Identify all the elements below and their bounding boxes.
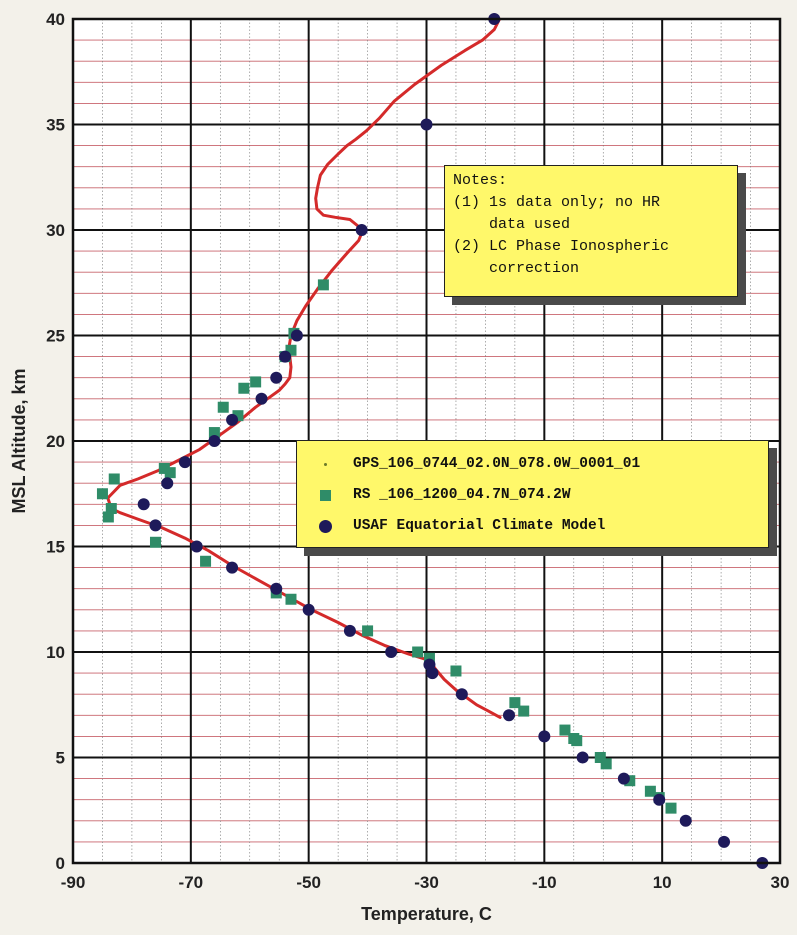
data-point-usaf — [455, 688, 468, 701]
x-tick-label: 10 — [653, 873, 672, 892]
data-point-rs — [238, 382, 250, 394]
x-tick-label: -50 — [296, 873, 321, 892]
data-point-usaf — [226, 561, 239, 574]
data-point-usaf — [279, 350, 292, 363]
data-point-usaf — [343, 624, 356, 637]
notes-line-3: (2) LC Phase Ionospheric — [453, 238, 670, 255]
data-point-usaf — [420, 118, 433, 131]
data-point-rs — [250, 376, 262, 388]
legend: GPS_106_0744_02.0N_078.0W_0001_01 RS _10… — [296, 440, 769, 548]
data-point-rs — [217, 401, 229, 413]
data-point-usaf — [679, 814, 692, 827]
data-point-usaf — [617, 772, 630, 785]
data-point-rs — [285, 593, 297, 605]
legend-item-rs: RS _106_1200_04.7N_074.2W — [297, 483, 571, 507]
data-point-usaf — [538, 730, 551, 743]
data-point-rs — [450, 665, 462, 677]
data-point-usaf — [385, 646, 398, 658]
data-point-usaf — [149, 519, 162, 532]
y-tick-label: 10 — [46, 643, 65, 662]
data-point-usaf — [161, 477, 174, 490]
x-tick-label: -90 — [61, 873, 86, 892]
data-point-rs — [158, 462, 170, 474]
data-point-usaf — [208, 435, 221, 447]
data-point-usaf — [302, 603, 315, 616]
data-point-usaf — [355, 224, 368, 236]
notes-line-1: (1) 1s data only; no HR — [453, 194, 661, 211]
data-point-rs — [624, 775, 636, 787]
data-point-rs — [149, 536, 161, 548]
y-tick-label: 30 — [46, 221, 65, 240]
legend-label-gps: GPS_106_0744_02.0N_078.0W_0001_01 — [353, 456, 641, 472]
x-tick-label: 30 — [771, 873, 790, 892]
data-point-usaf — [270, 371, 283, 384]
data-point-rs — [559, 724, 571, 736]
data-point-usaf — [290, 329, 303, 342]
y-tick-label: 25 — [46, 327, 65, 346]
x-tick-label: -10 — [532, 873, 557, 892]
data-point-rs — [232, 410, 244, 422]
x-axis-label: Temperature, C — [361, 904, 492, 924]
legend-item-gps: GPS_106_0744_02.0N_078.0W_0001_01 — [297, 452, 640, 476]
notes-line-4: correction — [453, 260, 580, 277]
data-point-rs — [362, 625, 374, 637]
data-point-usaf — [270, 582, 283, 595]
data-point-rs — [423, 652, 435, 664]
data-point-rs — [105, 503, 117, 515]
data-point-rs — [285, 344, 297, 356]
data-point-rs — [600, 758, 612, 770]
notes-annotation: Notes: (1) 1s data only; no HR data used… — [444, 165, 738, 297]
legend-label-rs: RS _106_1200_04.7N_074.2W — [353, 487, 571, 503]
y-tick-label: 5 — [56, 749, 65, 768]
data-point-usaf — [653, 793, 666, 806]
data-point-usaf — [178, 456, 191, 469]
data-point-rs — [509, 697, 521, 709]
square-marker-icon — [297, 489, 353, 501]
data-point-rs — [594, 752, 606, 763]
data-point-rs — [96, 488, 108, 500]
data-point-rs — [665, 802, 677, 814]
y-tick-label: 0 — [56, 854, 65, 873]
circle-marker-icon — [297, 519, 353, 533]
data-point-usaf — [718, 835, 731, 848]
data-point-rs — [571, 735, 583, 747]
data-point-usaf — [137, 498, 150, 511]
data-point-usaf — [426, 667, 439, 680]
y-tick-label: 35 — [46, 116, 65, 135]
plot-frame — [71, 17, 782, 865]
y-tick-label: 15 — [46, 538, 65, 557]
data-point-rs — [164, 467, 176, 479]
data-point-rs — [518, 705, 530, 717]
data-point-rs — [108, 473, 120, 485]
data-point-rs — [644, 785, 656, 797]
data-point-rs — [200, 555, 212, 567]
dot-marker-icon — [297, 462, 353, 466]
data-point-rs — [102, 511, 114, 523]
data-point-usaf — [502, 709, 515, 722]
x-tick-label: -30 — [414, 873, 439, 892]
x-tick-label: -70 — [179, 873, 204, 892]
legend-item-usaf: USAF Equatorial Climate Model — [297, 514, 605, 538]
notes-line-2: data used — [453, 216, 571, 233]
data-point-usaf — [576, 751, 589, 764]
series-line-gps — [106, 17, 502, 719]
data-point-usaf — [226, 413, 239, 426]
data-point-rs — [208, 427, 220, 439]
legend-label-usaf: USAF Equatorial Climate Model — [353, 518, 606, 534]
data-point-usaf — [255, 392, 268, 405]
y-tick-label: 40 — [46, 10, 65, 29]
notes-title: Notes: — [453, 172, 508, 189]
data-point-rs — [317, 279, 329, 291]
data-point-usaf — [190, 540, 203, 553]
y-tick-label: 20 — [46, 432, 65, 451]
data-point-rs — [412, 646, 424, 658]
y-axis-label: MSL Altitude, km — [9, 368, 29, 513]
